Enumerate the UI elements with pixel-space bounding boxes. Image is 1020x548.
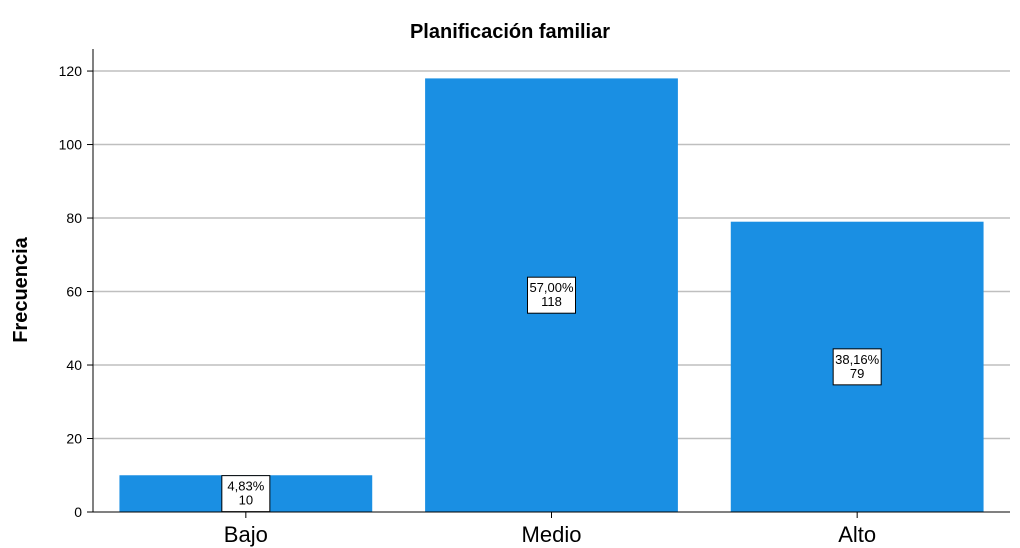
y-tick-label: 60 [66, 284, 82, 300]
data-label-count: 79 [850, 366, 864, 381]
x-tick-label: Alto [838, 522, 876, 547]
data-labels: 4,83%10 57,00%118 38,16%79 [221, 276, 882, 513]
y-tick-labels: 0 20 40 60 80 100 120 [59, 63, 93, 520]
chart-title: Planificación familiar [410, 21, 610, 43]
y-tick-label: 40 [66, 357, 82, 373]
y-tick-label: 80 [66, 210, 82, 226]
data-label-box [527, 276, 576, 314]
y-axis-label: Frecuencia [10, 236, 32, 342]
data-label-percent: 4,83% [227, 479, 264, 494]
data-label-count: 10 [239, 493, 253, 508]
y-tick-label: 0 [74, 504, 82, 520]
data-label-box [221, 475, 271, 513]
y-tick-label: 100 [59, 137, 83, 153]
data-label-count: 118 [541, 294, 562, 309]
y-tick-label: 20 [66, 431, 82, 447]
data-label-percent: 57,00% [529, 280, 574, 295]
data-label-percent: 38,16% [835, 352, 880, 367]
x-tick-labels: Bajo Medio Alto [224, 512, 876, 547]
x-tick-label: Bajo [224, 522, 268, 547]
data-label-box [832, 348, 882, 386]
y-tick-label: 120 [59, 63, 83, 79]
x-tick-label: Medio [522, 522, 582, 547]
